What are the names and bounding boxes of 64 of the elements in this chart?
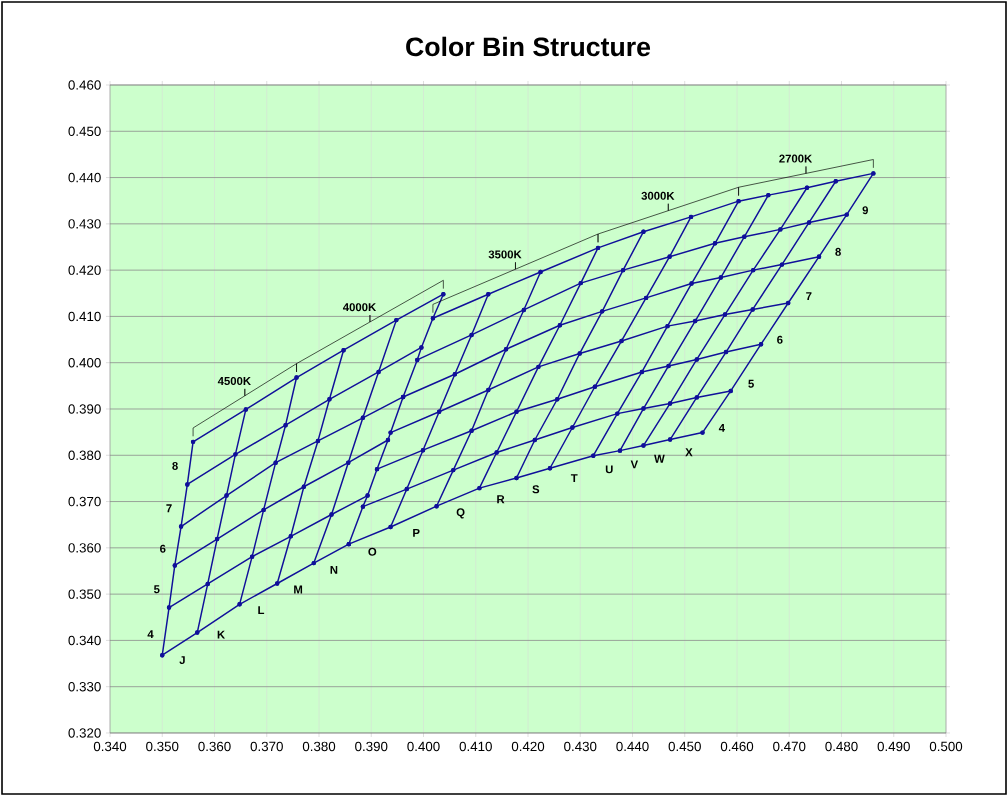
y-tick-label: 0.390 (68, 404, 101, 414)
annotation: 5 (153, 585, 160, 594)
y-tick-label: 0.440 (68, 172, 101, 183)
y-tick-label: 0.320 (68, 728, 101, 738)
annotation: 9 (862, 206, 868, 215)
x-tick-label: 0.430 (564, 741, 597, 752)
x-tick-label: 0.340 (93, 741, 127, 752)
annotation: 4000K (342, 303, 377, 312)
y-tick-label: 0.360 (68, 543, 101, 553)
annotation: 7 (806, 292, 812, 300)
annotation: K (217, 630, 226, 639)
x-tick-label: 0.500 (929, 741, 963, 752)
annotation: X (685, 448, 693, 457)
x-tick-label: 0.350 (146, 741, 179, 752)
x-tick-label: 0.400 (407, 741, 440, 752)
annotation: V (630, 460, 639, 469)
x-tick-label: 0.410 (459, 741, 492, 752)
annotation: N (330, 565, 338, 574)
annotation: J (179, 656, 185, 665)
x-tick-label: 0.480 (825, 741, 858, 752)
x-tick-label: 0.390 (355, 741, 388, 752)
x-tick-label: 0.440 (616, 741, 649, 752)
y-tick-label: 0.340 (68, 635, 101, 646)
annotation: 4 (718, 424, 725, 432)
annotation: M (294, 585, 303, 594)
annotation: 4500K (217, 376, 251, 385)
x-tick-label: 0.370 (250, 741, 283, 752)
x-tick-label: 0.360 (198, 741, 231, 752)
annotation: R (497, 495, 505, 504)
y-tick-label: 0.450 (68, 126, 101, 136)
annotation: S (532, 485, 540, 494)
x-tick-label: 0.460 (720, 741, 754, 752)
x-tick-label: 0.450 (668, 741, 701, 752)
y-tick-label: 0.400 (68, 357, 101, 368)
y-tick-label: 0.460 (68, 80, 101, 90)
annotation: 8 (172, 461, 178, 470)
y-tick-label: 0.380 (68, 450, 101, 460)
annotation: 3000K (641, 191, 675, 200)
y-tick-label: 0.350 (68, 589, 101, 599)
annotation: W (654, 454, 665, 463)
x-tick-label: 0.470 (773, 741, 806, 752)
y-tick-label: 0.410 (68, 311, 101, 322)
x-tick-label: 0.490 (877, 741, 910, 752)
y-tick-label: 0.330 (68, 681, 101, 692)
y-tick-label: 0.420 (68, 265, 101, 275)
annotation: U (605, 465, 613, 474)
annotation: 3500K (488, 250, 522, 259)
annotation: 5 (748, 379, 754, 388)
annotation: 7 (166, 504, 172, 513)
y-tick-label: 0.430 (68, 219, 101, 229)
chart-title: Color Bin Structure (406, 36, 651, 57)
y-tick-label: 0.370 (68, 496, 101, 507)
annotation: O (368, 547, 377, 556)
annotation: P (413, 528, 420, 537)
annotation: 8 (835, 247, 841, 256)
x-tick-label: 0.380 (302, 741, 336, 752)
annotation: 4 (147, 630, 154, 639)
annotation: T (570, 474, 578, 483)
annotation: 6 (160, 544, 166, 553)
annotation: 2700K (779, 154, 813, 163)
annotation: Q (456, 508, 465, 519)
annotation: 6 (777, 335, 783, 344)
x-tick-label: 0.420 (511, 741, 545, 752)
annotation: L (258, 606, 265, 614)
